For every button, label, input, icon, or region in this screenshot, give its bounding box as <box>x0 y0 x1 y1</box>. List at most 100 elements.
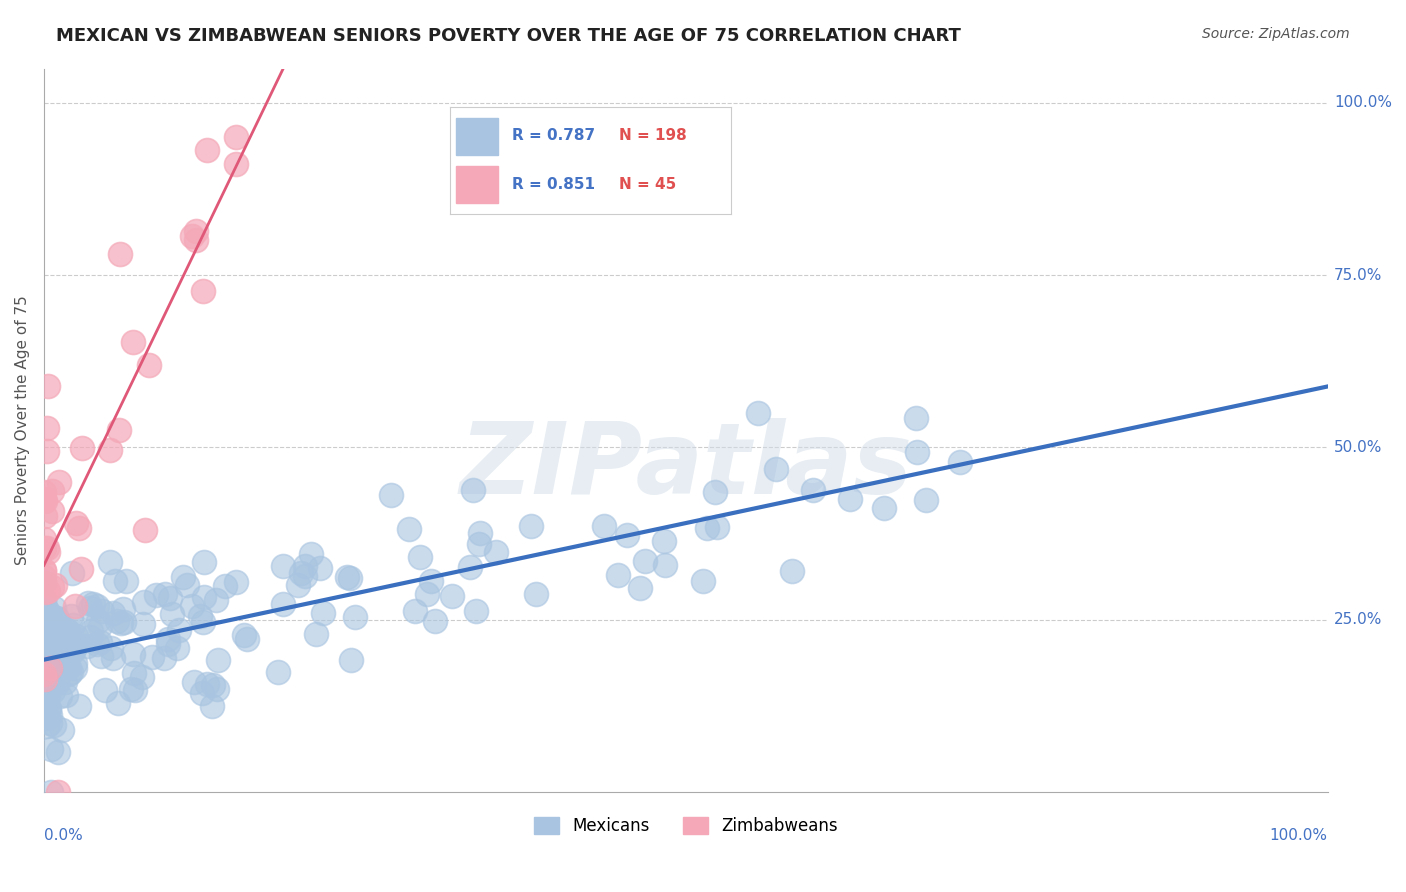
Mexicans <box>90 648 112 663</box>
Mexicans <box>90 604 112 618</box>
Mexicans <box>153 651 176 665</box>
Mexicans <box>205 592 228 607</box>
Zimbabweans <box>37 545 59 559</box>
Text: R = 0.787: R = 0.787 <box>512 128 595 144</box>
Y-axis label: Seniors Poverty Over the Age of 75: Seniors Poverty Over the Age of 75 <box>15 295 30 566</box>
Mexicans <box>46 649 69 664</box>
Mexicans <box>873 500 896 515</box>
Mexicans <box>34 644 56 658</box>
Zimbabweans <box>35 420 58 434</box>
Text: N = 198: N = 198 <box>619 128 686 144</box>
Mexicans <box>153 587 176 601</box>
Mexicans <box>634 554 657 568</box>
Mexicans <box>38 635 60 649</box>
Mexicans <box>704 485 727 500</box>
Mexicans <box>914 492 936 507</box>
Mexicans <box>336 570 359 584</box>
Zimbabweans <box>41 580 63 594</box>
Mexicans <box>37 710 59 724</box>
Zimbabweans <box>195 143 218 157</box>
Zimbabweans <box>184 233 207 247</box>
Zimbabweans <box>34 493 56 508</box>
Text: 50.0%: 50.0% <box>1334 440 1382 455</box>
Mexicans <box>59 630 82 644</box>
Mexicans <box>38 638 60 652</box>
Text: Source: ZipAtlas.com: Source: ZipAtlas.com <box>1202 27 1350 41</box>
Mexicans <box>49 626 72 640</box>
Mexicans <box>905 410 928 425</box>
Zimbabweans <box>41 504 63 518</box>
Mexicans <box>101 650 124 665</box>
Mexicans <box>32 660 55 674</box>
Mexicans <box>58 660 80 674</box>
Mexicans <box>616 528 638 542</box>
Zimbabweans <box>138 359 160 373</box>
Mexicans <box>747 406 769 420</box>
Mexicans <box>207 653 229 667</box>
Mexicans <box>35 684 58 698</box>
Mexicans <box>37 665 59 679</box>
Mexicans <box>38 701 60 715</box>
Mexicans <box>80 624 103 638</box>
Mexicans <box>59 665 82 679</box>
Mexicans <box>159 591 181 605</box>
Mexicans <box>32 651 55 665</box>
Zimbabweans <box>67 521 90 535</box>
Mexicans <box>42 631 65 645</box>
Zimbabweans <box>44 578 66 592</box>
Mexicans <box>214 579 236 593</box>
Mexicans <box>32 677 55 691</box>
Mexicans <box>34 630 56 644</box>
Legend: Mexicans, Zimbabweans: Mexicans, Zimbabweans <box>527 810 845 841</box>
Mexicans <box>49 690 72 704</box>
Text: 25.0%: 25.0% <box>1334 612 1382 627</box>
Mexicans <box>39 742 62 756</box>
Mexicans <box>141 649 163 664</box>
Zimbabweans <box>65 516 87 530</box>
Mexicans <box>32 641 55 656</box>
Mexicans <box>65 638 87 652</box>
Mexicans <box>32 661 55 675</box>
Mexicans <box>180 599 202 613</box>
Zimbabweans <box>122 335 145 350</box>
Mexicans <box>39 708 62 723</box>
Mexicans <box>484 545 506 559</box>
Mexicans <box>58 666 80 681</box>
Mexicans <box>46 628 69 642</box>
Mexicans <box>167 623 190 637</box>
Mexicans <box>461 483 484 497</box>
Zimbabweans <box>32 563 55 577</box>
Mexicans <box>120 681 142 696</box>
Mexicans <box>42 717 65 731</box>
Mexicans <box>124 683 146 698</box>
Zimbabweans <box>225 157 247 171</box>
Mexicans <box>63 661 86 675</box>
Mexicans <box>423 614 446 628</box>
Mexicans <box>46 676 69 690</box>
Mexicans <box>34 618 56 632</box>
Mexicans <box>801 483 824 498</box>
Mexicans <box>183 675 205 690</box>
Mexicans <box>86 599 108 613</box>
Mexicans <box>34 604 56 618</box>
Mexicans <box>34 641 56 656</box>
Mexicans <box>32 679 55 693</box>
Mexicans <box>55 623 77 637</box>
Mexicans <box>271 559 294 574</box>
Mexicans <box>419 574 441 589</box>
FancyBboxPatch shape <box>456 166 498 203</box>
Mexicans <box>654 558 676 573</box>
Mexicans <box>592 518 614 533</box>
Text: 100.0%: 100.0% <box>1334 95 1392 111</box>
Zimbabweans <box>32 564 55 578</box>
Zimbabweans <box>98 443 121 458</box>
Mexicans <box>55 688 77 702</box>
Mexicans <box>232 628 254 642</box>
Mexicans <box>287 577 309 591</box>
Zimbabweans <box>34 484 56 499</box>
Zimbabweans <box>70 441 93 455</box>
Mexicans <box>86 614 108 628</box>
Mexicans <box>51 723 73 737</box>
Text: 0.0%: 0.0% <box>44 828 83 843</box>
Mexicans <box>62 644 84 658</box>
